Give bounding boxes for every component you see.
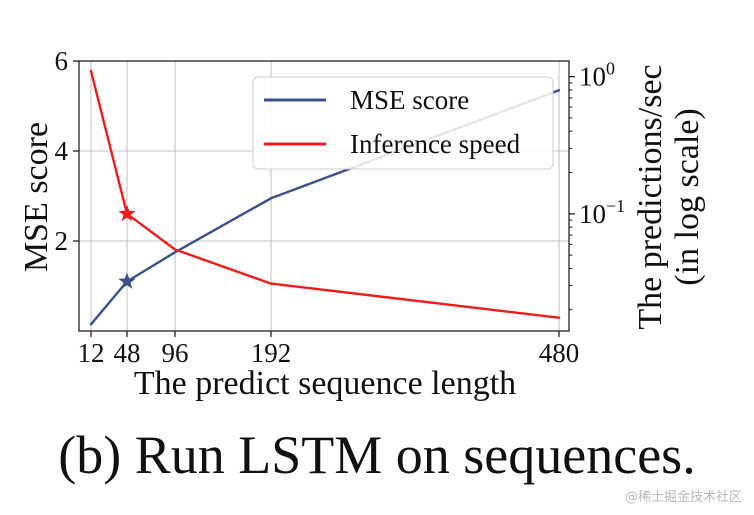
legend-label-inference: Inference speed <box>350 129 521 159</box>
data-point-mse <box>173 251 177 254</box>
x-tick-label: 192 <box>251 338 292 368</box>
data-point-mse <box>557 89 561 92</box>
data-point-inference <box>269 282 273 285</box>
axes <box>73 60 575 337</box>
chart: 12 48 96 192 480 2 4 6 10−1 100 MSE score The pre… <box>18 46 706 402</box>
x-tick-label: 480 <box>539 338 580 368</box>
y-tick-label: 4 <box>55 136 69 166</box>
y-tick-label: 2 <box>55 226 69 256</box>
legend: MSE score Inference speed <box>252 76 554 170</box>
y2-tick-label: 100 <box>579 59 615 92</box>
x-axis-label: The predict sequence length <box>134 365 516 402</box>
y2-axis-label-line2: (in log scale) <box>669 108 706 286</box>
legend-box <box>252 76 554 170</box>
watermark: @稀土掘金技术社区 <box>624 490 742 505</box>
tick-labels: 12 48 96 192 480 2 4 6 10−1 100 <box>55 46 626 368</box>
x-tick-label: 96 <box>162 338 189 368</box>
x-tick-label: 48 <box>114 338 141 368</box>
data-point-mse <box>269 197 273 200</box>
y2-tick-label: 10−1 <box>579 196 625 229</box>
data-point-inference <box>173 248 177 251</box>
data-point-mse <box>89 323 93 326</box>
legend-label-mse: MSE score <box>350 85 469 115</box>
figure-caption: (b) Run LSTM on sequences. <box>58 425 696 485</box>
y-tick-label: 6 <box>55 46 69 76</box>
x-tick-label: 12 <box>78 338 105 368</box>
data-point-inference <box>557 316 561 319</box>
star-marker-inference <box>118 204 136 222</box>
y2-axis-label-line1: The predictions/sec <box>632 64 669 329</box>
data-point-inference <box>89 69 93 73</box>
plot-frame <box>78 60 570 332</box>
y-axis-label: MSE score <box>18 122 55 272</box>
star-marker-mse <box>118 272 136 289</box>
